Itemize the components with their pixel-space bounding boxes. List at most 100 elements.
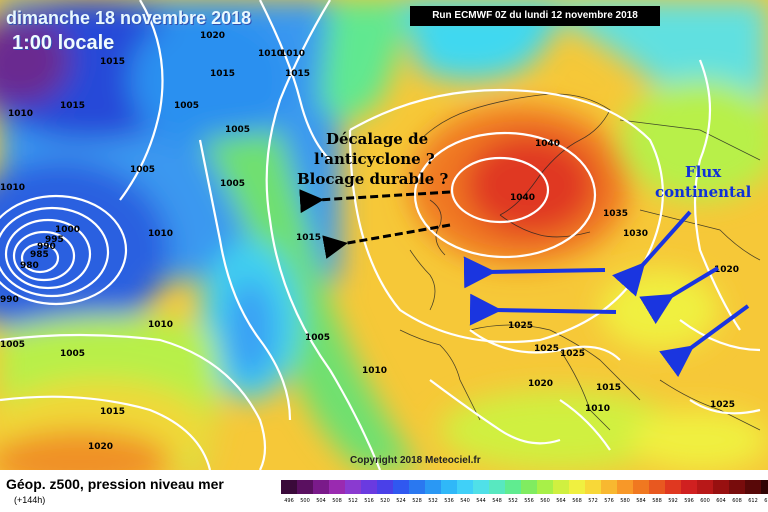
scale-swatch <box>665 480 681 494</box>
scale-label: 600 <box>700 498 710 504</box>
scale-swatch <box>761 480 768 494</box>
isobar-label: 1005 <box>0 340 25 350</box>
color-scale-labels: 496 500 504 508 512 516 520 524 528 532 536 540 544 5… <box>281 498 768 504</box>
annotations: Décalage de l'anticyclone ? Blocage dura… <box>297 130 752 378</box>
scale-label: 560 <box>540 498 550 504</box>
isobar-label: 1010 <box>148 320 173 330</box>
flux-arrow-2 <box>469 293 617 326</box>
annotation-shift-line3: Blocage durable ? <box>297 170 448 188</box>
isobar-label: 1015 <box>296 233 321 243</box>
scale-swatch <box>569 480 585 494</box>
scale-label: 604 <box>716 498 726 504</box>
isobar-label: 1010 <box>0 183 25 193</box>
scale-label: 588 <box>652 498 662 504</box>
scale-swatch <box>553 480 569 494</box>
scale-swatch <box>473 480 489 494</box>
scale-label: 532 <box>428 498 438 504</box>
isobar-label: 1025 <box>560 349 585 359</box>
isobar-label: 1005 <box>220 179 245 189</box>
isobar-label: 1020 <box>528 379 553 389</box>
annotation-shift-line1: Décalage de <box>326 130 428 148</box>
color-scale <box>281 480 768 494</box>
isobar-label: 1025 <box>710 400 735 410</box>
scale-swatch <box>505 480 521 494</box>
isobar-label: 1030 <box>623 229 648 239</box>
scale-label: 508 <box>332 498 342 504</box>
scale-label: 572 <box>588 498 598 504</box>
forecast-time: 1:00 locale <box>12 32 115 54</box>
model-run-label: Run ECMWF 0Z du lundi 12 novembre 2018 <box>410 6 660 26</box>
scale-label: 516 <box>364 498 374 504</box>
isobar-label: 980 <box>20 261 39 271</box>
isobar-label: 1015 <box>285 69 310 79</box>
isobar-label: 1025 <box>508 321 533 331</box>
isobar-label: 1035 <box>603 209 628 219</box>
isobar-label: 1010 <box>280 49 305 59</box>
isobar-label: 1040 <box>510 193 535 203</box>
scale-label: 500 <box>300 498 310 504</box>
isobar-label: 1005 <box>130 165 155 175</box>
isobar-label: 985 <box>30 250 49 260</box>
scale-swatch <box>617 480 633 494</box>
flux-arrow-4 <box>639 266 720 325</box>
isobar-label: 1010 <box>8 109 33 119</box>
legend-bar: Géop. z500, pression niveau mer (+144h) … <box>0 470 768 512</box>
scale-swatch <box>345 480 361 494</box>
scale-label: 568 <box>572 498 582 504</box>
isobar-label: 1015 <box>100 407 125 417</box>
scale-swatch <box>649 480 665 494</box>
scale-swatch <box>425 480 441 494</box>
copyright: Copyright 2018 Meteociel.fr <box>350 455 481 466</box>
scale-swatch <box>297 480 313 494</box>
scale-label: 536 <box>444 498 454 504</box>
scale-swatch <box>633 480 649 494</box>
scale-label: 596 <box>684 498 694 504</box>
scale-label: 544 <box>476 498 486 504</box>
scale-label: 496 <box>284 498 294 504</box>
isobar-label: 1025 <box>534 344 559 354</box>
isobar-label: 1005 <box>305 333 330 343</box>
scale-label: 576 <box>604 498 614 504</box>
annotation-shift-line2: l'anticyclone ? <box>314 150 435 168</box>
flux-arrow-1 <box>463 256 606 289</box>
flux-arrow-3 <box>612 210 692 297</box>
scale-swatch <box>457 480 473 494</box>
isobar-label: 1015 <box>60 101 85 111</box>
isobar-label: 1020 <box>88 442 113 452</box>
scale-label: 524 <box>396 498 406 504</box>
scale-label: 528 <box>412 498 422 504</box>
scale-label: 540 <box>460 498 470 504</box>
isobar-label: 1000 <box>55 225 80 235</box>
scale-swatch <box>585 480 601 494</box>
isobar-label: 1010 <box>258 49 283 59</box>
isobar-label: 1005 <box>174 101 199 111</box>
isobar-label: 1015 <box>596 383 621 393</box>
flux-arrow-5 <box>659 304 750 378</box>
z500-field <box>0 0 768 470</box>
scale-label: 504 <box>316 498 326 504</box>
isobar-label: 1020 <box>714 265 739 275</box>
scale-swatch <box>745 480 761 494</box>
scale-label: 608 <box>732 498 742 504</box>
scale-swatch <box>697 480 713 494</box>
isobar-label: 1010 <box>362 366 387 376</box>
scale-swatch <box>393 480 409 494</box>
scale-label: 512 <box>348 498 358 504</box>
isobar-label: 1010 <box>148 229 173 239</box>
isobar-label: 1015 <box>210 69 235 79</box>
isobar-label: 1040 <box>535 139 560 149</box>
scale-label: 552 <box>508 498 518 504</box>
scale-label: 556 <box>524 498 534 504</box>
scale-swatch <box>521 480 537 494</box>
forecast-date: dimanche 18 novembre 2018 <box>6 8 252 28</box>
scale-swatch <box>329 480 345 494</box>
scale-swatch <box>489 480 505 494</box>
scale-swatch <box>377 480 393 494</box>
shift-arrow-upper <box>299 189 451 214</box>
scale-label: 564 <box>556 498 566 504</box>
scale-swatch <box>281 480 297 494</box>
scale-swatch <box>713 480 729 494</box>
isobar-label: 1010 <box>585 404 610 414</box>
scale-swatch <box>729 480 745 494</box>
